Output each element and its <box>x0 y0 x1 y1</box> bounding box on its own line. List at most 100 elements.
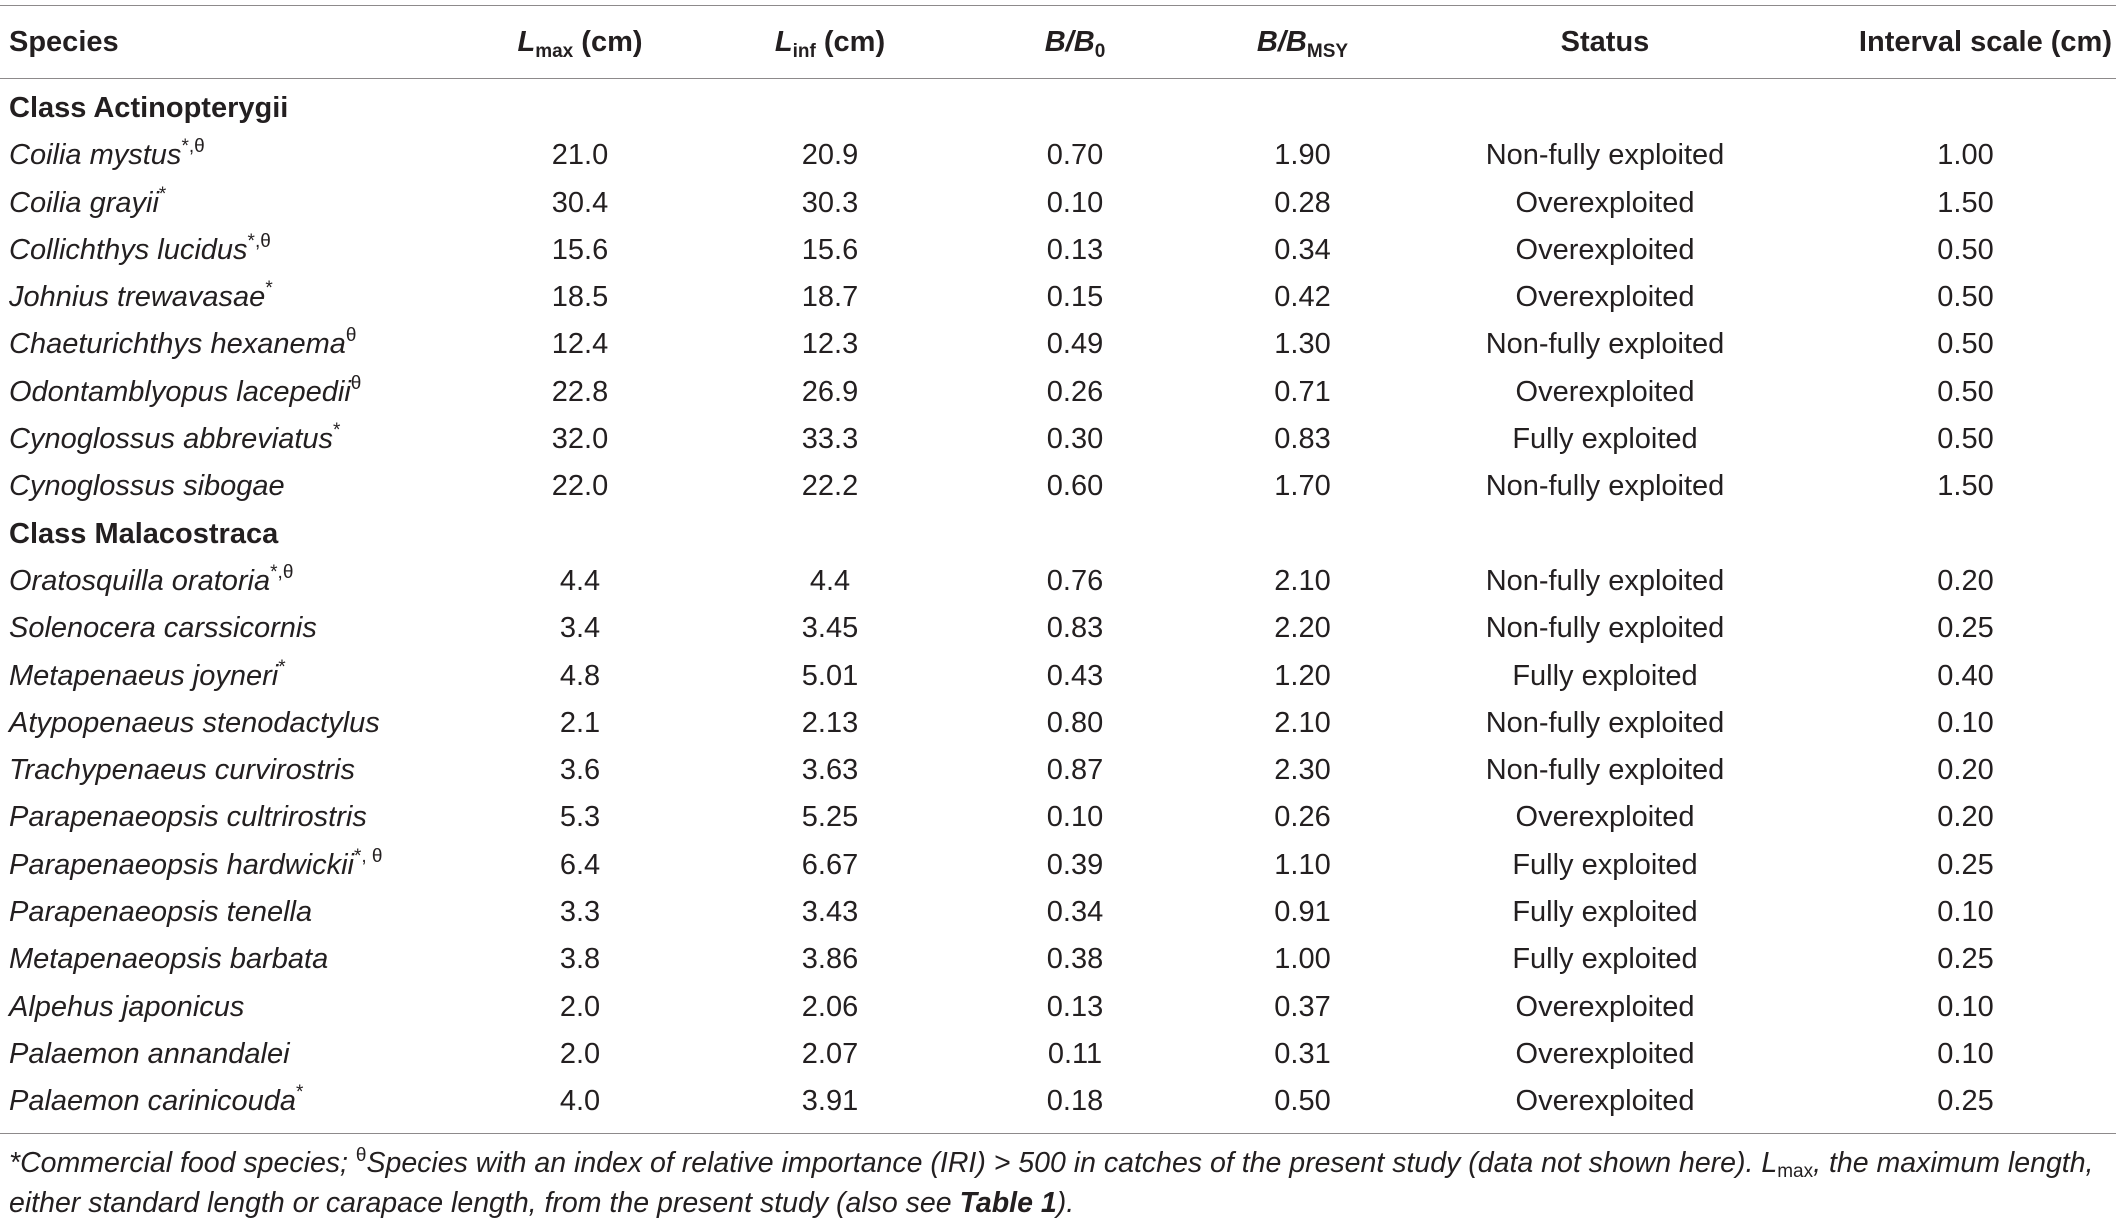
lmax-cell: 5.3 <box>559 801 601 834</box>
species-cell: Parapenaeopsis hardwickii*, θ <box>0 842 470 889</box>
status-cell: Non-fully exploited <box>1485 564 1725 597</box>
status-cell: Fully exploited <box>1512 423 1698 456</box>
status-cell: Non-fully exploited <box>1485 328 1725 361</box>
species-cell: Metapenaeopsis barbata <box>0 936 470 983</box>
species-name: Solenocera carssicornis <box>9 612 317 645</box>
b-b0-cell: 0.15 <box>1046 281 1104 314</box>
species-name: Palaemon annandalei <box>9 1037 290 1070</box>
species-cell: Coilia mystus*,θ <box>0 132 470 179</box>
interval-scale-cell: 0.50 <box>1937 328 1994 361</box>
species-cell: Metapenaeus joyneri* <box>0 653 470 700</box>
linf-cell: 5.01 <box>801 659 859 692</box>
b-b0-cell: 0.60 <box>1046 470 1104 503</box>
b-b0-cell: 0.30 <box>1046 423 1104 456</box>
table-footnote: *Commercial food species; θSpecies with … <box>9 1145 2094 1219</box>
linf-cell: 4.4 <box>809 564 851 597</box>
b-bmsy-cell: 1.70 <box>1274 470 1331 503</box>
b-bmsy-cell: 0.34 <box>1274 233 1331 266</box>
table-body: Class Actinopterygii Coilia mystus*,θ 21.0… <box>0 79 2116 1135</box>
status-cell: Overexploited <box>1515 281 1695 314</box>
table-row: Parapenaeopsis hardwickii*, θ 6.4 6.67 0.39… <box>0 842 2116 889</box>
table-row: Odontamblyopus lacepediiθ 22.8 26.9 0.26 0.7… <box>0 369 2116 416</box>
lmax-cell: 3.8 <box>559 943 601 976</box>
b-bmsy-cell: 2.10 <box>1274 564 1331 597</box>
b-bmsy-cell: 1.10 <box>1274 848 1331 881</box>
header-linf: Linf (cm) <box>690 5 970 79</box>
species-name: Metapenaeopsis barbata <box>9 943 329 976</box>
lmax-cell: 3.4 <box>559 612 601 645</box>
linf-cell: 2.07 <box>801 1037 859 1070</box>
table-row: Coilia grayii* 30.4 30.3 0.10 0.28 Overexploi… <box>0 180 2116 227</box>
b-bmsy-cell: 0.91 <box>1274 896 1331 929</box>
status-cell: Fully exploited <box>1512 896 1698 929</box>
species-cell: Palaemon carinicouda* <box>0 1078 470 1135</box>
lmax-cell: 4.8 <box>559 659 601 692</box>
b-b0-cell: 0.11 <box>1047 1037 1103 1070</box>
species-footnote-mark: * <box>333 420 341 442</box>
species-name: Trachypenaeus curvirostris <box>9 754 355 787</box>
species-name: Alpehus japonicus <box>9 990 245 1023</box>
species-cell: Cynoglossus abbreviatus* <box>0 416 470 463</box>
b-b0-cell: 0.38 <box>1046 943 1104 976</box>
interval-scale-cell: 1.50 <box>1937 470 1994 503</box>
table-header-row: Species Lmax (cm) Linf (cm) B/B0 B/BMSY … <box>0 5 2116 79</box>
linf-cell: 20.9 <box>801 139 859 172</box>
species-footnote-mark: *,θ <box>270 561 294 583</box>
status-cell: Overexploited <box>1515 990 1695 1023</box>
species-cell: Cynoglossus sibogae <box>0 463 470 510</box>
class-group-row: Class Actinopterygii <box>0 79 2116 133</box>
linf-cell: 6.67 <box>801 848 859 881</box>
b-b0-cell: 0.70 <box>1046 139 1104 172</box>
species-name: Collichthys lucidus <box>9 233 248 266</box>
b-b0-cell: 0.43 <box>1046 659 1104 692</box>
class-group-label: Class Malacostraca <box>9 517 279 550</box>
b-b0-cell: 0.10 <box>1046 801 1104 834</box>
b-bmsy-cell: 0.71 <box>1274 375 1331 408</box>
species-footnote-mark: * <box>295 1082 304 1104</box>
species-footnote-mark: * <box>158 183 167 205</box>
species-footnote-mark: *,θ <box>181 136 205 158</box>
species-name: Metapenaeus joyneri <box>9 659 279 692</box>
species-name: Palaemon carinicouda <box>9 1085 296 1118</box>
lmax-cell: 22.8 <box>551 375 609 408</box>
linf-cell: 2.06 <box>801 990 859 1023</box>
interval-scale-cell: 0.25 <box>1937 943 1994 976</box>
b-b0-cell: 0.39 <box>1046 848 1104 881</box>
b-bmsy-cell: 1.90 <box>1274 139 1331 172</box>
interval-scale-cell: 0.50 <box>1937 281 1994 314</box>
species-status-table: Species Lmax (cm) Linf (cm) B/B0 B/BMSY … <box>0 5 2116 1135</box>
species-cell: Alpehus japonicus <box>0 984 470 1031</box>
table-row: Coilia mystus*,θ 21.0 20.9 0.70 1.90 Non-full… <box>0 132 2116 179</box>
b-bmsy-cell: 1.30 <box>1274 328 1331 361</box>
interval-scale-cell: 0.40 <box>1937 659 1994 692</box>
header-species: Species <box>0 5 470 79</box>
status-cell: Overexploited <box>1515 233 1695 266</box>
linf-cell: 33.3 <box>801 423 859 456</box>
species-footnote-mark: * <box>265 278 273 300</box>
table-row: Trachypenaeus curvirostris 3.6 3.63 0.87 2.3… <box>0 747 2116 794</box>
lmax-cell: 21.0 <box>551 139 609 172</box>
lmax-cell: 18.5 <box>551 281 609 314</box>
class-group-label: Class Actinopterygii <box>9 92 289 124</box>
interval-scale-cell: 0.25 <box>1937 848 1994 881</box>
species-name: Cynoglossus abbreviatus <box>9 423 334 456</box>
table-row: Johnius trewavasae* 18.5 18.7 0.15 0.42 Overe… <box>0 274 2116 321</box>
table-row: Palaemon annandalei 2.0 2.07 0.11 0.31 Overex… <box>0 1031 2116 1078</box>
lmax-cell: 6.4 <box>559 848 601 881</box>
linf-cell: 3.63 <box>801 754 859 787</box>
species-cell: Palaemon annandalei <box>0 1031 470 1078</box>
interval-scale-cell: 0.10 <box>1937 706 1994 739</box>
table-row: Parapenaeopsis cultrirostris 5.3 5.25 0.10 0… <box>0 794 2116 841</box>
interval-scale-cell: 0.25 <box>1937 612 1994 645</box>
linf-cell: 15.6 <box>801 233 859 266</box>
linf-cell: 30.3 <box>801 186 859 219</box>
b-b0-cell: 0.83 <box>1046 612 1104 645</box>
b-bmsy-cell: 0.42 <box>1274 281 1331 314</box>
species-name: Oratosquilla oratoria <box>9 564 271 597</box>
species-footnote-mark: *, θ <box>353 845 383 867</box>
status-cell: Fully exploited <box>1512 659 1698 692</box>
status-cell: Overexploited <box>1515 1037 1695 1070</box>
linf-cell: 3.91 <box>690 1078 970 1135</box>
lmax-cell: 2.1 <box>559 706 601 739</box>
b-b0-cell: 0.76 <box>1046 564 1104 597</box>
